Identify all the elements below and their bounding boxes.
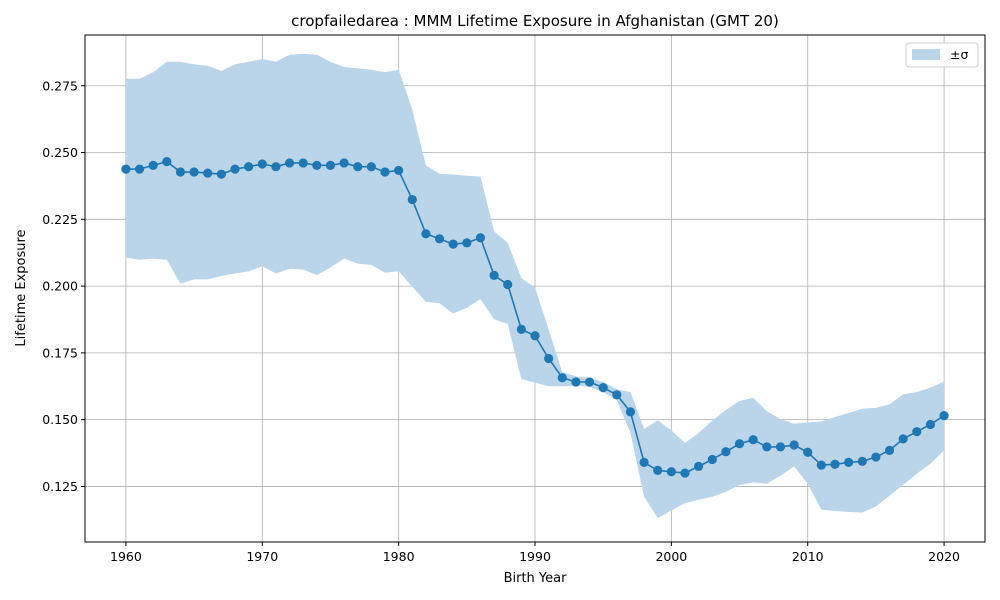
data-point: [653, 465, 663, 476]
data-point: [394, 165, 404, 176]
data-point: [912, 427, 922, 437]
data-point: [121, 164, 131, 174]
data-point: [939, 411, 949, 421]
data-point: [666, 467, 676, 477]
y-axis-ticks: 0.125 0.150 0.175 0.200 0.225 0.250 0.275: [42, 78, 85, 494]
data-point: [775, 442, 786, 452]
data-point: [407, 194, 417, 205]
data-point: [680, 468, 690, 478]
data-point: [830, 459, 840, 469]
data-point: [884, 445, 895, 455]
data-point: [844, 457, 854, 467]
data-point: [571, 377, 581, 387]
data-point: [134, 164, 145, 174]
data-point: [448, 239, 458, 249]
data-point: [530, 331, 540, 341]
x-tick-label: 1970: [246, 549, 278, 564]
data-point: [721, 447, 731, 457]
data-point: [366, 162, 376, 172]
data-point: [257, 159, 267, 169]
y-tick-label: 0.200: [42, 279, 78, 294]
legend-label: ±σ: [950, 47, 968, 62]
data-point: [162, 157, 172, 167]
data-point: [434, 234, 445, 244]
data-point: [244, 162, 254, 172]
data-point: [762, 442, 772, 452]
x-tick-label: 1990: [519, 549, 551, 564]
data-point: [612, 390, 622, 400]
data-point: [489, 270, 499, 281]
data-point: [175, 167, 186, 177]
data-point: [503, 279, 513, 290]
data-point: [298, 158, 308, 168]
data-point: [871, 452, 881, 462]
data-point: [271, 162, 281, 172]
data-point: [312, 160, 322, 170]
data-point: [544, 353, 554, 364]
data-point: [203, 168, 213, 178]
x-tick-label: 2010: [792, 549, 824, 564]
data-point: [694, 461, 704, 472]
data-point: [816, 460, 826, 470]
data-point: [925, 419, 936, 430]
y-tick-label: 0.275: [42, 78, 78, 93]
y-tick-label: 0.225: [42, 212, 78, 227]
data-point: [584, 377, 595, 387]
x-tick-label: 1980: [383, 549, 415, 564]
chart-title: cropfailedarea : MMM Lifetime Exposure i…: [291, 12, 779, 30]
data-point: [639, 457, 649, 467]
x-tick-label: 2000: [655, 549, 687, 564]
y-axis-label: Lifetime Exposure: [14, 229, 29, 346]
data-point: [857, 456, 867, 466]
data-point: [189, 167, 199, 177]
x-tick-label: 1960: [110, 549, 142, 564]
y-tick-label: 0.175: [42, 345, 78, 360]
data-point: [598, 383, 608, 393]
data-point: [475, 233, 486, 243]
x-tick-label: 2020: [928, 549, 960, 564]
data-point: [462, 238, 472, 248]
y-tick-label: 0.150: [42, 412, 78, 427]
data-point: [284, 158, 295, 168]
data-point: [625, 407, 636, 417]
data-point: [748, 435, 758, 445]
data-point: [339, 158, 349, 168]
data-point: [516, 324, 526, 334]
data-point: [216, 169, 226, 179]
data-point: [734, 439, 745, 449]
y-tick-label: 0.125: [42, 479, 78, 494]
x-axis-label: Birth Year: [504, 571, 568, 586]
data-point: [421, 229, 431, 239]
data-point: [325, 160, 336, 170]
data-point: [148, 160, 158, 170]
data-point: [380, 167, 390, 177]
data-point: [353, 162, 363, 172]
legend-swatch: [912, 49, 940, 60]
data-point: [789, 440, 799, 450]
data-point: [230, 164, 240, 174]
data-point: [803, 447, 813, 457]
data-point: [898, 434, 908, 444]
data-point: [557, 373, 567, 383]
legend: ±σ: [905, 42, 979, 68]
data-points: [121, 157, 949, 478]
data-point: [707, 454, 717, 465]
x-axis-ticks: 1960 1970 1980 1990 2000 2010 2020: [110, 542, 960, 564]
y-tick-label: 0.250: [42, 145, 78, 160]
